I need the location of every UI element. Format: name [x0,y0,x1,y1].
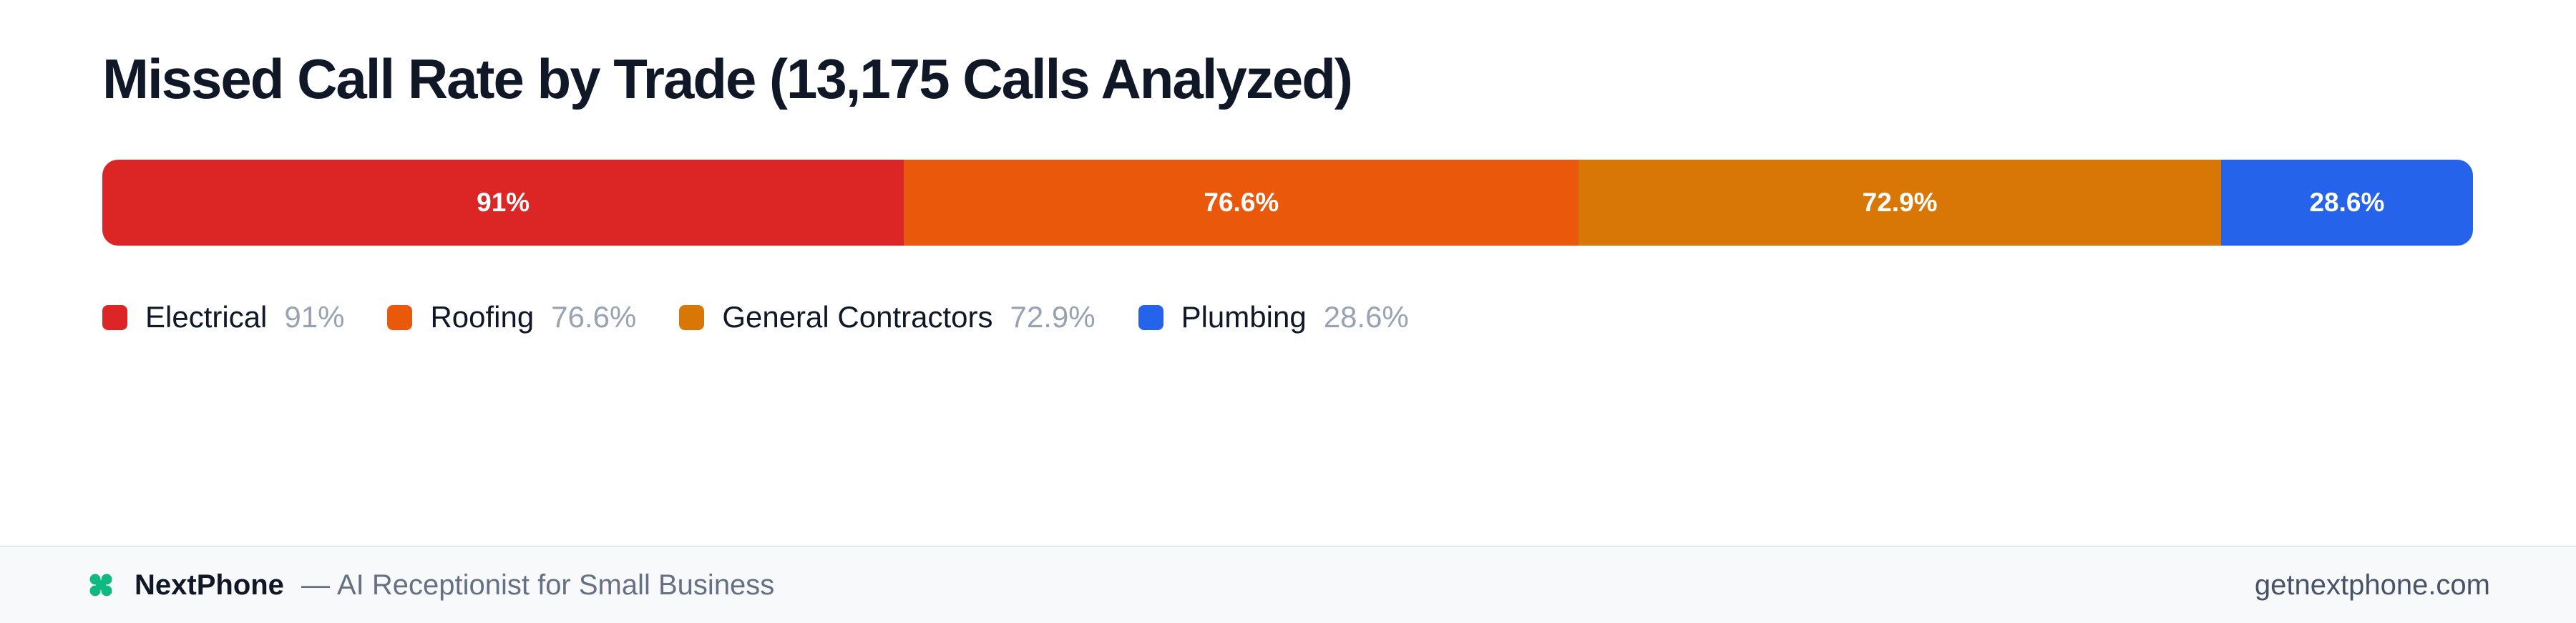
brand-name: NextPhone [135,569,284,601]
legend-label: Plumbing [1181,300,1307,334]
legend-item: Roofing 76.6% [387,300,636,334]
legend-label: Roofing [430,300,535,334]
legend-item: Electrical 91% [102,300,344,334]
chart-title: Missed Call Rate by Trade (13,175 Calls … [102,47,1353,110]
legend-value: 91% [284,300,345,334]
footer-brand: NextPhone — AI Receptionist for Small Bu… [89,547,774,623]
legend-label: Electrical [145,300,268,334]
legend-swatch [1138,304,1163,330]
legend-label: General Contractors [722,300,993,334]
website-link[interactable]: getnextphone.com [2254,569,2490,601]
legend-value: 28.6% [1323,300,1409,334]
brand-tagline: AI Receptionist for Small Business [336,569,775,601]
legend-item: General Contractors 72.9% [679,300,1096,334]
brand-separator: — [301,569,330,601]
footer: NextPhone — AI Receptionist for Small Bu… [0,546,2576,623]
legend-swatch [387,304,413,330]
bar-segment-label: 72.9% [1862,188,1938,217]
legend-value: 72.9% [1010,300,1096,334]
bar-segment-2: 76.6% [904,160,1579,246]
legend-swatch [679,304,705,330]
legend-value: 76.6% [551,300,637,334]
bar-segment-4: 28.6% [2220,160,2473,246]
stacked-bar: 91% 76.6% 72.9% 28.6% [102,160,2473,246]
legend-swatch [102,304,127,330]
bar-segment-label: 28.6% [2309,188,2385,217]
clover-icon [89,574,112,597]
bar-segment-label: 76.6% [1204,188,1279,217]
bar-segment-label: 91% [477,188,530,217]
bar-segment-1: 91% [102,160,904,246]
bar-segment-3: 72.9% [1579,160,2221,246]
chart-legend: Electrical 91% Roofing 76.6% General Contrac… [102,294,1452,340]
legend-item: Plumbing 28.6% [1138,300,1409,334]
